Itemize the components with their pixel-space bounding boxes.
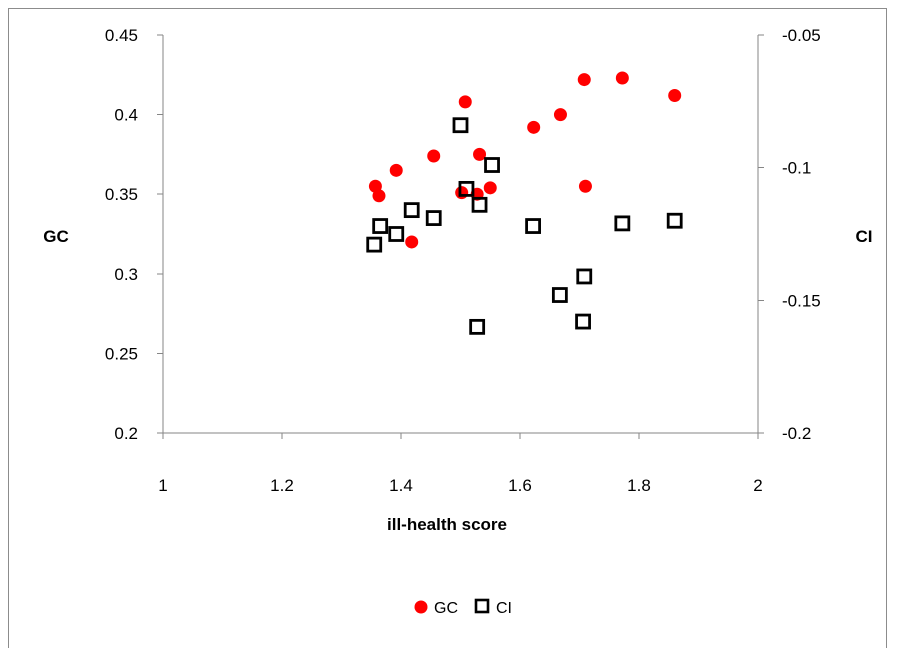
y-left-tick-label: 0.3 bbox=[114, 265, 138, 284]
gc-point bbox=[473, 147, 487, 161]
gc-point bbox=[527, 120, 541, 134]
y-left-tick-label: 0.4 bbox=[114, 106, 138, 125]
x-axis-title: ill-health score bbox=[387, 515, 507, 534]
gc-point bbox=[553, 108, 567, 122]
x-tick-label: 1 bbox=[158, 476, 167, 495]
gc-point bbox=[372, 189, 386, 203]
ci-point bbox=[666, 212, 683, 229]
y-right-tick-label: -0.2 bbox=[782, 424, 811, 443]
gc-point bbox=[577, 73, 591, 87]
y-left-axis-title: GC bbox=[43, 227, 69, 246]
y-right-axis-title: CI bbox=[856, 227, 873, 246]
gc-point bbox=[405, 235, 419, 249]
legend: GC CI bbox=[414, 598, 512, 617]
ci-point bbox=[525, 218, 541, 234]
x-tick-label: 1.4 bbox=[389, 476, 413, 495]
ci-point bbox=[425, 210, 442, 226]
y-right-tick-label: -0.15 bbox=[782, 291, 821, 310]
gc-point bbox=[615, 71, 629, 85]
gc-point bbox=[455, 186, 469, 200]
y-right-tick-label: -0.1 bbox=[782, 159, 811, 178]
ci-point bbox=[388, 226, 405, 242]
ci-point bbox=[575, 313, 591, 330]
x-tick-label: 2 bbox=[753, 476, 762, 495]
x-tick-label: 1.8 bbox=[627, 476, 651, 495]
ci-point bbox=[469, 318, 486, 335]
ci-point bbox=[458, 180, 475, 197]
ci-point bbox=[403, 202, 420, 219]
ci-point bbox=[614, 215, 631, 232]
ci-point bbox=[484, 157, 500, 173]
axes-group bbox=[157, 34, 764, 439]
ci-point bbox=[551, 287, 568, 303]
gc-point bbox=[427, 149, 441, 163]
legend-ci-label: CI bbox=[496, 600, 512, 617]
gc-point bbox=[483, 181, 497, 195]
gc-point bbox=[458, 95, 472, 109]
ci-point bbox=[366, 236, 383, 253]
y-left-tick-label: 0.45 bbox=[105, 26, 138, 45]
gc-point bbox=[668, 88, 682, 102]
gc-point bbox=[389, 163, 403, 177]
legend-ci-marker bbox=[474, 598, 490, 614]
y-left-tick-label: 0.2 bbox=[114, 424, 138, 443]
ci-point bbox=[576, 268, 593, 285]
ci-point bbox=[452, 117, 469, 134]
y-left-tick-label: 0.25 bbox=[105, 344, 138, 363]
ci-point bbox=[372, 218, 389, 234]
y-left-tick-label: 0.35 bbox=[105, 185, 138, 204]
gc-point bbox=[578, 179, 592, 193]
x-tick-label: 1.2 bbox=[270, 476, 294, 495]
y-right-tick-label: -0.05 bbox=[782, 26, 821, 45]
chart-frame bbox=[8, 8, 887, 648]
ci-point bbox=[471, 196, 488, 213]
tick-labels-group: 1 1.2 1.4 1.6 1.8 2 0.2 0.25 0.3 0.35 0.4 0.45 -0.2 -… bbox=[105, 26, 821, 495]
legend-gc-label: GC bbox=[434, 600, 458, 617]
marks-group bbox=[366, 71, 683, 335]
legend-gc-marker bbox=[414, 600, 428, 614]
x-tick-label: 1.6 bbox=[508, 476, 532, 495]
